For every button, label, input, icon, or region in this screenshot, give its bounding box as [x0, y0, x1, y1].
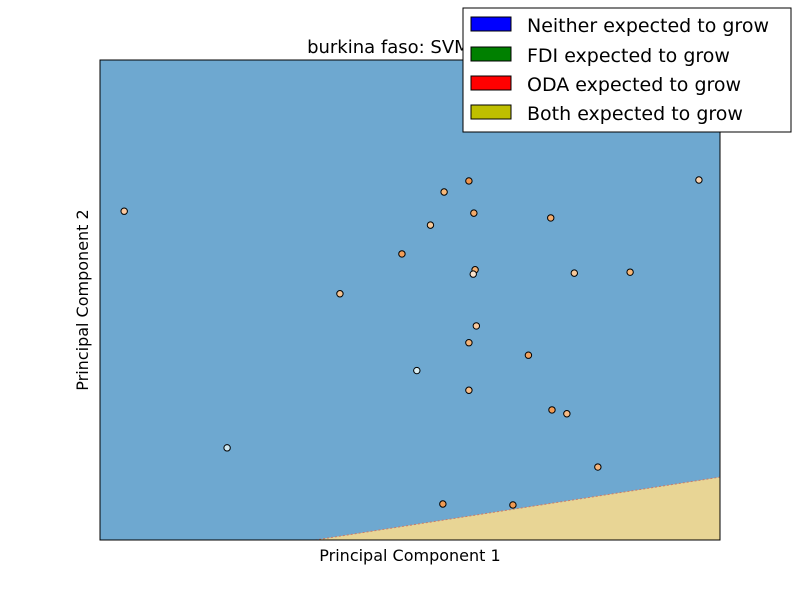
legend-entry-fdi: FDI expected to grow	[470, 45, 730, 67]
legend-swatch-fdi	[470, 46, 512, 62]
scatter-point	[336, 290, 344, 298]
x-axis-label: Principal Component 1	[319, 546, 500, 565]
scatter-point	[472, 322, 481, 330]
scatter-point	[398, 250, 406, 258]
scatter-point	[465, 339, 473, 347]
scatter-point	[439, 500, 447, 508]
scatter-point	[223, 444, 231, 452]
legend-swatch-neither	[470, 16, 512, 32]
scatter-point	[563, 410, 571, 418]
legend-entry-both: Both expected to grow	[470, 103, 743, 125]
legend-label-both: Both expected to grow	[527, 103, 743, 125]
y-axis-label: Principal Component 2	[73, 209, 92, 390]
scatter-points	[120, 176, 703, 509]
legend-entry-neither: Neither expected to grow	[470, 15, 769, 37]
legend-label-fdi: FDI expected to grow	[527, 45, 730, 67]
legend-entry-oda: ODA expected to grow	[470, 74, 741, 96]
plot-area	[99, 59, 721, 541]
scatter-point	[440, 188, 448, 196]
decision-region-neither	[100, 60, 720, 540]
scatter-point	[120, 207, 128, 215]
scatter-point	[626, 268, 634, 276]
plot-frame	[99, 59, 721, 541]
legend-swatch-oda	[470, 75, 512, 91]
scatter-point	[695, 176, 703, 184]
decision-boundary-line	[315, 476, 721, 541]
scatter-point	[547, 214, 555, 222]
scatter-point	[570, 269, 578, 277]
scatter-point	[413, 366, 421, 375]
scatter-point	[548, 406, 556, 414]
scatter-point	[426, 221, 435, 229]
scatter-point	[470, 209, 478, 217]
legend-box	[462, 7, 792, 133]
scatter-point	[465, 177, 473, 185]
scatter-point	[594, 463, 602, 471]
scatter-point	[509, 501, 517, 509]
legend: Neither expected to grow FDI expected to…	[462, 7, 792, 133]
scatter-point	[524, 351, 533, 359]
legend-label-oda: ODA expected to grow	[527, 74, 741, 96]
chart-title: burkina faso: SVM Line	[307, 37, 513, 58]
scatter-point	[469, 270, 477, 278]
legend-label-neither: Neither expected to grow	[527, 15, 769, 37]
legend-swatch-both	[470, 104, 512, 120]
scatter-point	[465, 386, 473, 394]
